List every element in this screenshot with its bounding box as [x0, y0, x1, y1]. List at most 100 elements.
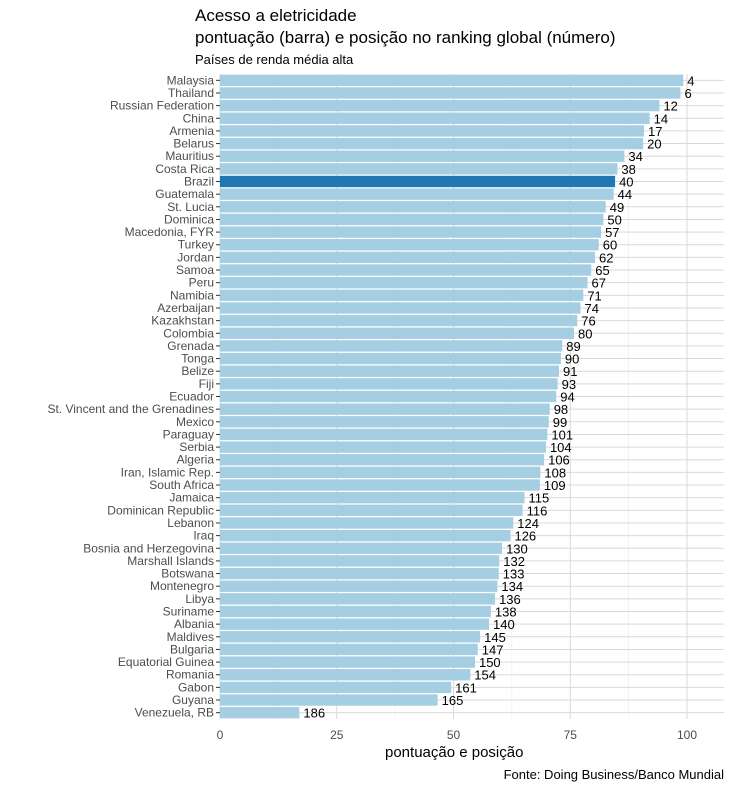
bar — [220, 150, 625, 162]
bar — [220, 314, 578, 327]
category-label: Russian Federation — [110, 99, 214, 113]
rank-label: 89 — [566, 339, 580, 354]
rank-label: 94 — [560, 390, 574, 405]
category-label: Dominica — [164, 212, 214, 226]
rank-label: 132 — [503, 554, 525, 569]
category-label: Colombia — [163, 326, 214, 340]
bar — [220, 643, 478, 656]
bar — [220, 99, 660, 112]
bar — [220, 378, 558, 390]
bar — [220, 454, 545, 466]
rank-label: 12 — [663, 99, 677, 114]
category-label: Lebanon — [167, 516, 214, 530]
rank-label: 60 — [603, 238, 617, 253]
category-label: Libya — [185, 592, 214, 606]
category-label: St. Vincent and the Grenadines — [47, 402, 214, 416]
rank-label: 186 — [303, 706, 325, 721]
rank-label: 147 — [482, 642, 504, 657]
rank-label: 124 — [517, 516, 539, 531]
bar — [220, 416, 549, 428]
rank-label: 76 — [581, 314, 595, 329]
category-label: Azerbaijan — [157, 301, 214, 315]
source-caption: Fonte: Doing Business/Banco Mundial — [503, 767, 724, 782]
bar — [220, 529, 511, 542]
rank-label: 49 — [610, 200, 624, 215]
category-label: Malaysia — [167, 73, 215, 87]
category-label: Tonga — [181, 352, 214, 366]
category-label: Belarus — [173, 137, 214, 151]
bar — [220, 466, 541, 479]
rank-label: 130 — [506, 541, 528, 556]
category-label: Montenegro — [150, 579, 214, 593]
x-tick-label: 25 — [330, 728, 344, 742]
x-tick-labels: 0 25 50 75 100 — [217, 728, 698, 742]
category-label: Peru — [189, 276, 214, 290]
rank-label: 165 — [442, 693, 464, 708]
bar — [220, 593, 496, 605]
bar — [220, 87, 681, 99]
bar — [220, 175, 616, 188]
bar — [220, 163, 618, 175]
category-label: Bosnia and Herzegovina — [83, 541, 214, 555]
category-label: Kazakhstan — [151, 314, 214, 328]
category-label: St. Lucia — [167, 200, 214, 214]
bar — [220, 656, 475, 668]
category-label: Jordan — [177, 250, 214, 264]
category-label: Equatorial Guinea — [118, 655, 214, 669]
category-label: Marshall Islands — [127, 554, 214, 568]
category-label: China — [183, 111, 215, 125]
bar — [220, 125, 645, 137]
rank-label: 133 — [503, 567, 525, 582]
bar — [220, 365, 560, 377]
rank-label: 20 — [647, 137, 661, 152]
bar — [220, 694, 438, 706]
chart-title-line1: Acesso a eletricidade — [195, 6, 357, 25]
category-label: Jamaica — [169, 491, 214, 505]
category-label: Guatemala — [155, 187, 214, 201]
category-label: Maldives — [167, 630, 214, 644]
bar — [220, 491, 525, 504]
category-label: Mauritius — [165, 149, 214, 163]
rank-label: 134 — [501, 579, 523, 594]
rank-label: 106 — [548, 453, 570, 468]
category-label: Brazil — [184, 175, 214, 189]
rank-label: 104 — [550, 440, 572, 455]
rank-label: 62 — [599, 250, 613, 265]
rank-label: 115 — [528, 491, 549, 506]
bar — [220, 390, 557, 403]
category-label: Namibia — [170, 288, 214, 302]
x-tick-label: 75 — [564, 728, 578, 742]
bar — [220, 302, 581, 314]
bar — [220, 188, 614, 200]
category-label: Thailand — [168, 86, 214, 100]
rank-label: 17 — [648, 124, 662, 139]
bar — [220, 428, 548, 441]
category-label: Mexico — [176, 415, 214, 429]
category-label: Botswana — [161, 567, 214, 581]
category-label: Grenada — [167, 339, 214, 353]
category-label: Ecuador — [169, 390, 214, 404]
bar — [220, 706, 300, 719]
rank-label: 71 — [587, 288, 601, 303]
rank-label: 154 — [474, 668, 496, 683]
category-label: Belize — [181, 364, 214, 378]
rank-label: 34 — [628, 149, 642, 164]
rank-label: 57 — [605, 225, 619, 240]
rank-label: 80 — [578, 326, 592, 341]
category-label: Gabon — [178, 680, 214, 694]
rank-label: 109 — [544, 478, 566, 493]
rank-label: 50 — [607, 212, 621, 227]
category-label: Iran, Islamic Rep. — [121, 465, 214, 479]
bar — [220, 327, 574, 339]
bar — [220, 226, 602, 238]
rank-label: 98 — [554, 402, 568, 417]
rank-label: 4 — [687, 73, 694, 88]
rank-label: 116 — [527, 503, 548, 518]
rank-label: 161 — [455, 680, 477, 695]
bar — [220, 631, 481, 643]
rank-label: 150 — [479, 655, 501, 670]
chart-title-line2: pontuação (barra) e posição no ranking g… — [195, 28, 616, 47]
category-label: Venezuela, RB — [135, 706, 214, 720]
